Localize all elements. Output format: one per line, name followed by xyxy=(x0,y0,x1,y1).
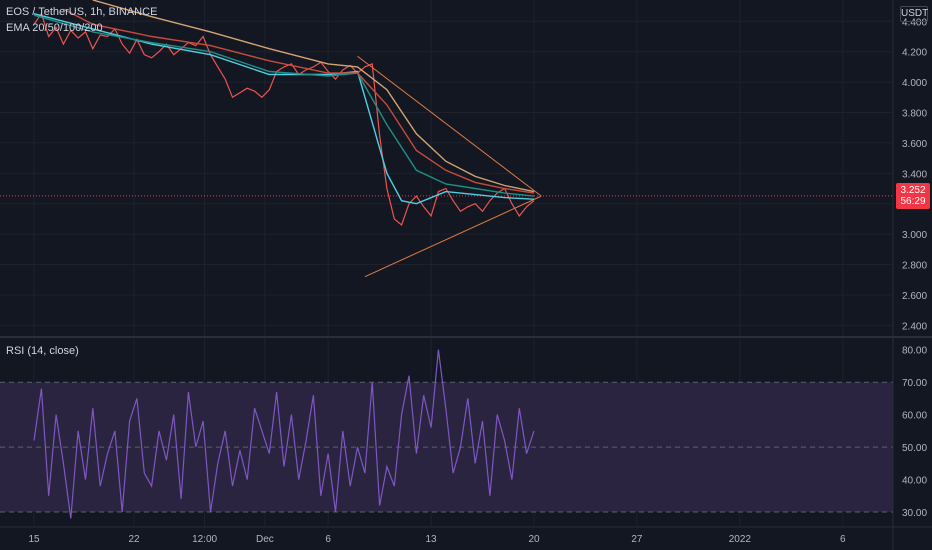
time-tick-label: 20 xyxy=(528,534,540,545)
time-tick-label: 6 xyxy=(325,534,331,545)
ema200-line xyxy=(92,0,535,193)
last-price-value: 3.252 xyxy=(900,185,926,196)
price-tick-label: 3.600 xyxy=(902,139,927,150)
price-tick-label: 2.800 xyxy=(902,261,927,272)
time-tick-label: 2022 xyxy=(729,534,752,545)
ema20-line xyxy=(33,13,535,205)
price-tick-label: 2.400 xyxy=(902,321,927,332)
time-tick-label: Dec xyxy=(256,534,274,545)
time-tick-label: 12:00 xyxy=(192,534,217,545)
last-price-badge: 3.252 56:29 xyxy=(896,183,930,209)
price-tick-label: 3.800 xyxy=(902,109,927,120)
rsi-series xyxy=(33,349,535,519)
price-tick-label: 2.600 xyxy=(902,291,927,302)
price-tick-label: 3.400 xyxy=(902,169,927,180)
time-tick-label: 27 xyxy=(631,534,643,545)
rsi-tick-label: 80.00 xyxy=(902,346,927,357)
rsi-tick-label: 60.00 xyxy=(902,411,927,422)
rsi-band xyxy=(0,381,893,513)
rsi-line xyxy=(33,349,535,519)
price-tick-label: 4.000 xyxy=(902,78,927,89)
triangle-trendline xyxy=(364,195,542,278)
time-tick-label: 22 xyxy=(128,534,140,545)
currency-label[interactable]: USDT xyxy=(900,6,928,22)
triangle-trendline xyxy=(357,55,542,197)
price-tick-label: 3.000 xyxy=(902,230,927,241)
time-tick-label: 15 xyxy=(28,534,40,545)
price-series xyxy=(33,0,535,227)
price-line xyxy=(33,12,535,227)
price-tick-label: 4.400 xyxy=(902,17,927,28)
rsi-tick-label: 40.00 xyxy=(902,476,927,487)
time-tick-label: 13 xyxy=(425,534,437,545)
trendlines xyxy=(0,55,893,278)
ema100-line xyxy=(63,8,535,194)
rsi-tick-label: 50.00 xyxy=(902,443,927,454)
time-tick-label: 6 xyxy=(840,534,846,545)
rsi-tick-label: 70.00 xyxy=(902,378,927,389)
bar-countdown: 56:29 xyxy=(900,196,926,207)
rsi-tick-label: 30.00 xyxy=(902,508,927,519)
price-tick-label: 4.200 xyxy=(902,48,927,59)
